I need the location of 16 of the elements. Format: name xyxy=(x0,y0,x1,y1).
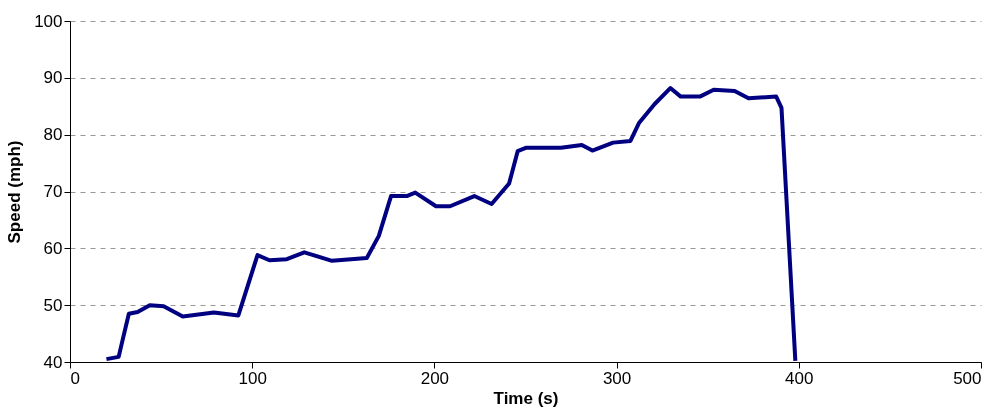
x-axis-title: Time (s) xyxy=(493,388,559,408)
x-tick-label: 400 xyxy=(785,368,814,388)
y-tick-label: 40 xyxy=(43,352,63,372)
y-tick-label: 50 xyxy=(43,295,63,315)
y-axis-title: Speed (mph) xyxy=(5,140,25,244)
x-tick-label: 0 xyxy=(70,368,80,388)
y-tick-label: 90 xyxy=(43,68,63,88)
y-tick-label: 80 xyxy=(43,125,63,145)
x-tick-label: 500 xyxy=(953,368,982,388)
y-tick-label: 70 xyxy=(43,182,63,201)
x-tick-label: 100 xyxy=(238,368,267,388)
x-tick-label: 200 xyxy=(420,368,450,388)
x-tick-label: 300 xyxy=(602,368,632,388)
y-tick-label: 100 xyxy=(34,11,63,31)
line-series xyxy=(104,86,798,362)
y-tick-label: 60 xyxy=(43,238,63,258)
